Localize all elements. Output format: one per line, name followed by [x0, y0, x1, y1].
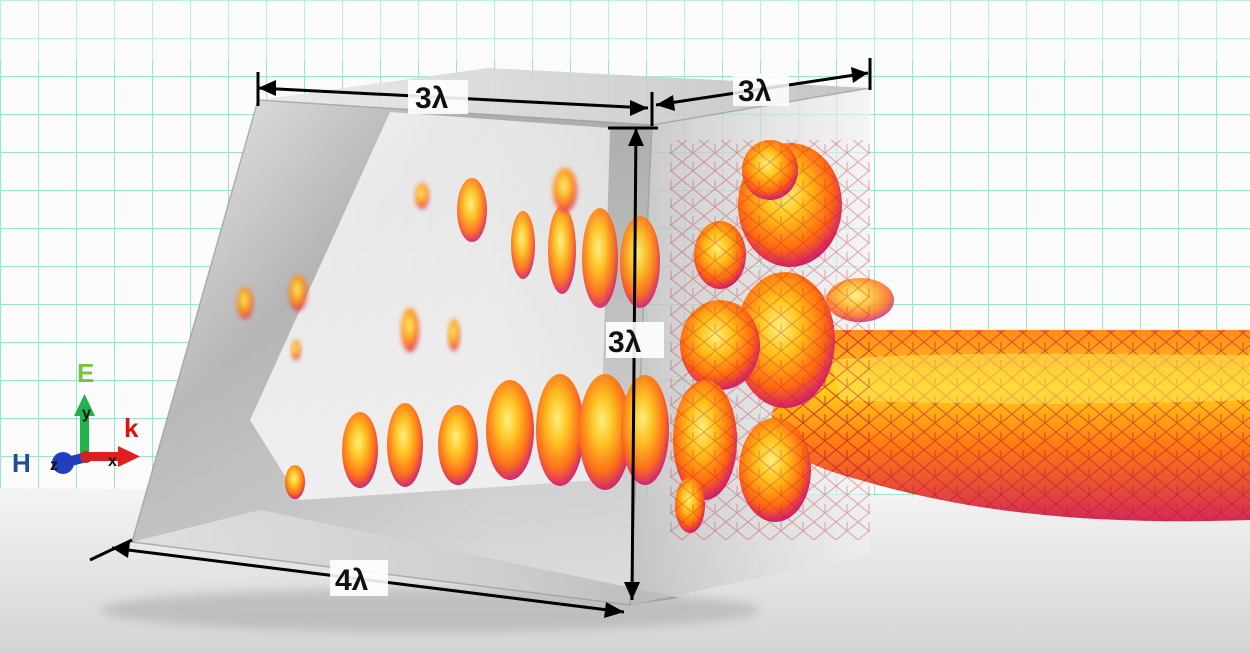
label-wavevector: k [124, 413, 139, 443]
field-blob [548, 206, 576, 294]
axis-x-head [118, 446, 140, 467]
grid-fade-left [0, 0, 1250, 60]
axis-z-label: z [50, 457, 58, 474]
dim-arrow [630, 100, 648, 116]
field-blob [291, 340, 301, 360]
field-blob [415, 183, 429, 209]
dim-arrow [851, 67, 868, 83]
axis-y-label: y [82, 405, 91, 422]
field-blob [401, 308, 419, 352]
axis-x-label: x [108, 453, 117, 470]
field-upper-row [237, 168, 660, 360]
field-blob [438, 405, 478, 485]
label-electric-field: E [77, 358, 94, 388]
dim-label-height: 3λ [608, 326, 642, 359]
dim-label-bg [606, 322, 664, 358]
dim-label-bg [408, 80, 468, 114]
axis-y-head [74, 394, 95, 416]
dim-arrow [112, 542, 130, 558]
dim-label-bg [330, 560, 388, 596]
dim-label-top-depth: 3λ [738, 75, 772, 108]
field-blob [582, 208, 618, 308]
dim-arrow [604, 602, 624, 618]
field-blob [620, 216, 660, 308]
field-blob [621, 375, 669, 485]
field-blob [553, 168, 577, 212]
field-blob [285, 465, 305, 499]
field-inside-prism [237, 168, 669, 499]
dim-line-height [630, 127, 638, 601]
label-magnetic-field: H [12, 448, 31, 478]
dim-label-bottom: 4λ [335, 564, 369, 597]
field-blob [289, 275, 307, 311]
dim-arrow [628, 128, 644, 146]
prism-exit-edge [651, 87, 871, 126]
output-beam [670, 140, 1250, 540]
field-blob [237, 287, 253, 319]
field-blob [579, 374, 631, 490]
dim-arrow [258, 80, 276, 96]
dim-tick [89, 538, 133, 562]
field-blob [457, 178, 487, 242]
field-blob [486, 380, 534, 480]
field-blob [536, 374, 584, 486]
dim-label-top-width: 3λ [415, 82, 449, 115]
axis-origin [80, 451, 92, 463]
axis-x-shaft [84, 452, 120, 461]
field-blob [342, 412, 378, 488]
dim-label-bg [733, 74, 789, 106]
beam-highlight [830, 353, 1250, 404]
dim-arrow [624, 582, 640, 600]
burst-facets [670, 140, 870, 540]
prism-edges [131, 99, 653, 606]
coordinate-axes-icon: y x z [50, 394, 140, 474]
axis-y-shaft [80, 414, 89, 454]
dim-arrow [656, 95, 675, 111]
field-blob [448, 319, 460, 351]
field-blob [387, 403, 423, 487]
field-blob [511, 211, 535, 279]
exit-burst [670, 140, 894, 540]
